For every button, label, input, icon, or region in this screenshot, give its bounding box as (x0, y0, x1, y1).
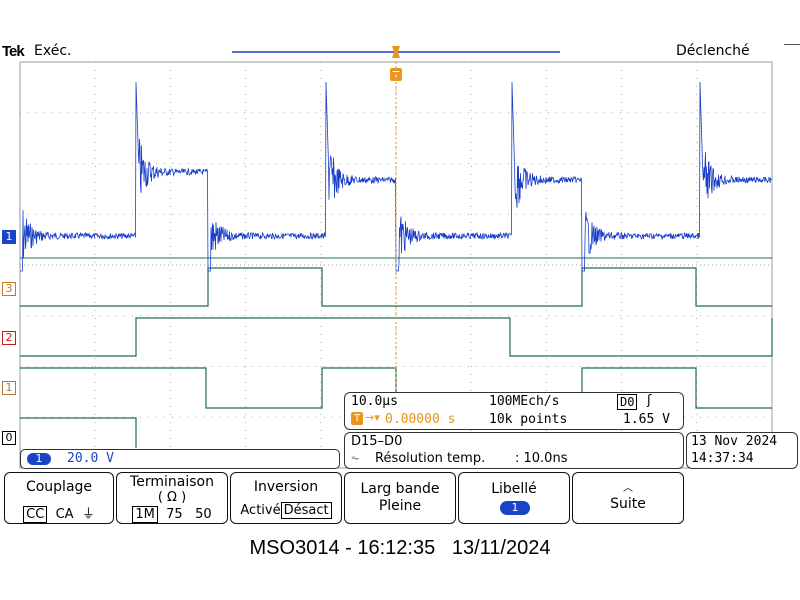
rising-edge-icon: ʃ (647, 393, 652, 408)
termination-title: Terminaison (130, 474, 214, 490)
more-button[interactable]: ︿ Suite (572, 472, 684, 524)
label-title: Libellé (491, 481, 537, 497)
invert-button[interactable]: Inversion Activé Désact (230, 472, 342, 524)
trigger-position: 0.00000 s (385, 412, 456, 427)
termination-button[interactable]: Terminaison ( Ω ) 1M 75 50 (116, 472, 228, 524)
digital-1-marker[interactable]: 1 (2, 381, 16, 395)
coupling-title: Couplage (25, 479, 93, 495)
volts-per-div: 20.0 V (67, 451, 114, 466)
more-title: Suite (610, 496, 646, 512)
vertical-scale-readout[interactable]: 1 20.0 V (20, 449, 340, 469)
invert-title: Inversion (253, 479, 319, 495)
bandwidth-button[interactable]: Larg bande Pleine (344, 472, 456, 524)
digital-3-marker[interactable]: 3 (2, 282, 16, 296)
digital-3-trace (20, 267, 772, 307)
label-button[interactable]: Libellé 1 (458, 472, 570, 524)
bandwidth-value: Pleine (378, 498, 422, 514)
termination-option-50[interactable]: 50 (195, 507, 212, 522)
channel-badge: 1 (27, 453, 51, 465)
resolution-label: Résolution temp. (375, 451, 486, 466)
timebase-readout[interactable]: 10.0µs 100MEch/s D0 ʃ T →▾ 0.00000 s 10k… (344, 392, 684, 430)
trigger-position-icon: T (351, 412, 363, 425)
channel-1-marker[interactable]: 1 (2, 230, 16, 244)
bus-name: D15–D0 (351, 434, 403, 449)
coupling-button[interactable]: Couplage CC CA ⏚ (4, 472, 114, 524)
screenshot-caption: MSO3014 - 16:12:35 13/11/2024 (249, 537, 551, 559)
termination-unit: ( Ω ) (157, 490, 187, 505)
ground-icon[interactable]: ⏚ (81, 507, 95, 522)
termination-option-75[interactable]: 75 (166, 507, 183, 522)
coupling-option-ac[interactable]: CA (55, 507, 74, 522)
channel-1-trace (20, 81, 772, 272)
digital-0-trace (20, 417, 137, 448)
digital-2-marker[interactable]: 2 (2, 331, 16, 345)
label-value-badge: 1 (500, 501, 530, 515)
trigger-status: Déclenché (676, 43, 750, 59)
sample-rate: 100MEch/s (489, 394, 560, 409)
time: 14:37:34 (691, 451, 754, 466)
more-arrow-icon: ︿ (623, 483, 633, 494)
brand-logo: Tek (2, 43, 25, 60)
digital-bus-readout[interactable]: D15–D0 ⏦ Résolution temp. : 10.0ns (344, 432, 684, 469)
horizontal-scale: 10.0µs (351, 394, 398, 409)
screen-edge-tick (784, 44, 800, 45)
coupling-option-dc[interactable]: CC (23, 506, 48, 523)
trigger-source: D0 (617, 394, 638, 410)
svg-text:T: T (392, 69, 400, 82)
bandwidth-title: Larg bande (360, 481, 440, 497)
date: 13 Nov 2024 (691, 434, 778, 449)
invert-option-on[interactable]: Activé (240, 503, 281, 518)
resolution-value: : 10.0ns (515, 451, 568, 466)
arrow-icon: →▾ (365, 411, 380, 424)
record-length: 10k points (489, 412, 568, 427)
datetime-readout: 13 Nov 2024 14:37:34 (686, 432, 798, 469)
digital-2-trace (20, 317, 773, 357)
resolution-icon: ⏦ (351, 453, 360, 464)
trigger-level: 1.65 V (623, 412, 670, 427)
run-state: Exéc. (34, 43, 72, 59)
invert-option-off[interactable]: Désact (280, 502, 332, 519)
digital-0-marker[interactable]: 0 (2, 431, 16, 445)
termination-option-1m[interactable]: 1M (132, 506, 158, 523)
